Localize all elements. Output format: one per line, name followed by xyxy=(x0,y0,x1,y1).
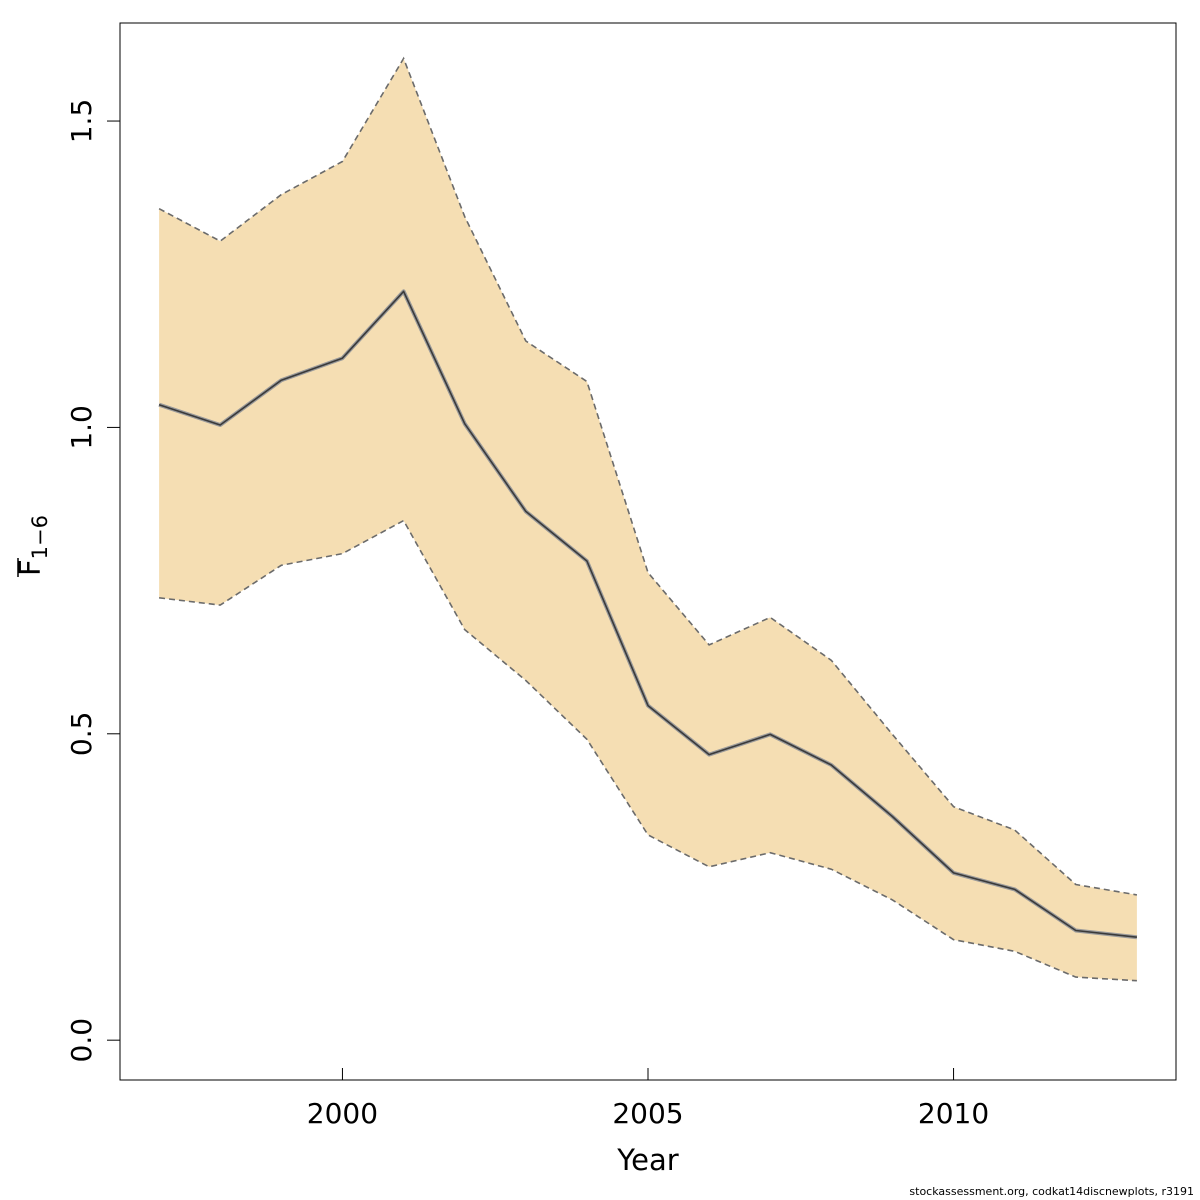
lower-bound-line xyxy=(159,519,1137,982)
y-tick-label: 0.5 xyxy=(65,712,98,757)
y-axis-title-subscript: 1−6 xyxy=(28,515,52,559)
footer-note: stockassessment.org, codkat14discnewplot… xyxy=(909,1185,1194,1198)
x-axis: 2000 2005 2010 xyxy=(307,1068,989,1130)
y-tick-label: 0.0 xyxy=(65,1018,98,1063)
y-tick-label: 1.5 xyxy=(65,99,98,144)
confidence-band xyxy=(159,58,1137,981)
x-tick-label: 2010 xyxy=(918,1097,989,1130)
svg-text:F1−6: F1−6 xyxy=(13,515,52,576)
y-axis-title-main: F xyxy=(13,559,47,576)
upper-bound-line xyxy=(158,56,1138,896)
x-tick-label: 2000 xyxy=(307,1097,378,1130)
y-tick-label: 1.0 xyxy=(65,405,98,450)
plot-area xyxy=(158,56,1138,982)
estimate-line xyxy=(158,290,1137,938)
y-axis: 0.0 0.5 1.0 1.5 xyxy=(65,99,120,1063)
x-tick-label: 2005 xyxy=(612,1097,683,1130)
x-axis-title: Year xyxy=(616,1143,678,1177)
y-axis-title: F1−6 xyxy=(13,515,52,577)
